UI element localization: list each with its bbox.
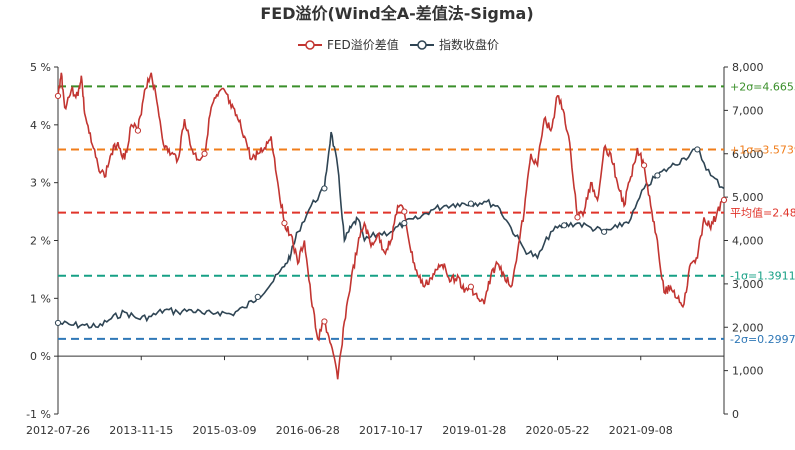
series-index-line <box>57 131 725 330</box>
series-point <box>654 172 661 179</box>
reference-line-label: -1σ=1.3911 <box>730 270 795 283</box>
series-point <box>467 283 475 290</box>
series-point <box>694 146 701 153</box>
series-point <box>321 185 328 192</box>
y-left-tick-label: 3 % <box>30 177 51 190</box>
y-left-tick-label: 1 % <box>30 292 51 305</box>
legend-index-label: 指数收盘价 <box>439 37 499 52</box>
legend-item-index[interactable]: 指数收盘价 <box>410 37 499 52</box>
y-right-tick-label: 0 <box>732 408 739 421</box>
y-left-tick-label: 2 % <box>30 235 51 248</box>
legend-fed-label: FED溢价差值 <box>327 37 399 52</box>
y-left-tick-label: -1 % <box>26 408 51 421</box>
axes: -1 % 0 % 1 % 2 % 3 % 4 % 5 % 0 1,000 2,000 3,000 4,… <box>26 61 763 437</box>
y-right-tick-label: 5,000 <box>732 191 764 204</box>
series-point <box>134 127 142 134</box>
chart-title: FED溢价(Wind全A-差值法-Sigma) <box>260 4 533 23</box>
reference-line-label: -2σ=0.2997 <box>730 333 795 346</box>
series-point <box>467 200 475 207</box>
x-tick-label: 2013-11-15 <box>109 424 173 437</box>
x-tick-label: 2015-03-09 <box>193 424 257 437</box>
legend-item-fed[interactable]: FED溢价差值 <box>298 37 399 52</box>
x-tick-label: 2016-06-28 <box>276 424 340 437</box>
y-right-tick-label: 8,000 <box>732 61 764 74</box>
x-tick-label: 2019-01-28 <box>442 424 506 437</box>
series-point <box>720 196 728 204</box>
series-point <box>54 92 62 100</box>
series-point <box>321 318 328 325</box>
x-tick-label: 2021-09-08 <box>609 424 673 437</box>
series-point <box>281 220 288 227</box>
y-right-tick-label: 7,000 <box>732 104 764 117</box>
series-point <box>401 220 408 227</box>
series-point <box>561 222 568 229</box>
series-point <box>254 293 261 300</box>
y-right-tick-label: 1,000 <box>732 365 764 378</box>
y-left-tick-label: 5 % <box>30 61 51 74</box>
series-layer <box>54 72 728 380</box>
series-point <box>574 214 581 221</box>
x-tick-label: 2017-10-17 <box>359 424 423 437</box>
reference-line-label: +2σ=4.6653 <box>730 80 795 93</box>
legend-index-marker-icon <box>417 40 427 50</box>
series-point <box>640 162 648 169</box>
series-point <box>201 150 208 157</box>
series-point <box>54 319 62 327</box>
y-right-tick-label: 2,000 <box>732 321 764 334</box>
series-point <box>601 228 608 235</box>
x-tick-label: 2020-05-22 <box>526 424 590 437</box>
legend[interactable]: FED溢价差值 指数收盘价 <box>298 37 499 52</box>
y-left-tick-label: 0 % <box>30 350 51 363</box>
series-point <box>401 208 408 215</box>
y-right-tick-label: 6,000 <box>732 148 764 161</box>
reference-line-label: 平均值=2.4825 <box>730 207 795 220</box>
y-right-tick-label: 3,000 <box>732 278 764 291</box>
x-tick-label: 2012-07-26 <box>26 424 90 437</box>
y-right-tick-label: 4,000 <box>732 235 764 248</box>
legend-fed-marker-icon <box>305 40 315 50</box>
y-left-tick-label: 4 % <box>30 119 51 132</box>
series-fed-line <box>57 72 725 380</box>
reference-line-label: +1σ=3.5739 <box>730 143 795 156</box>
